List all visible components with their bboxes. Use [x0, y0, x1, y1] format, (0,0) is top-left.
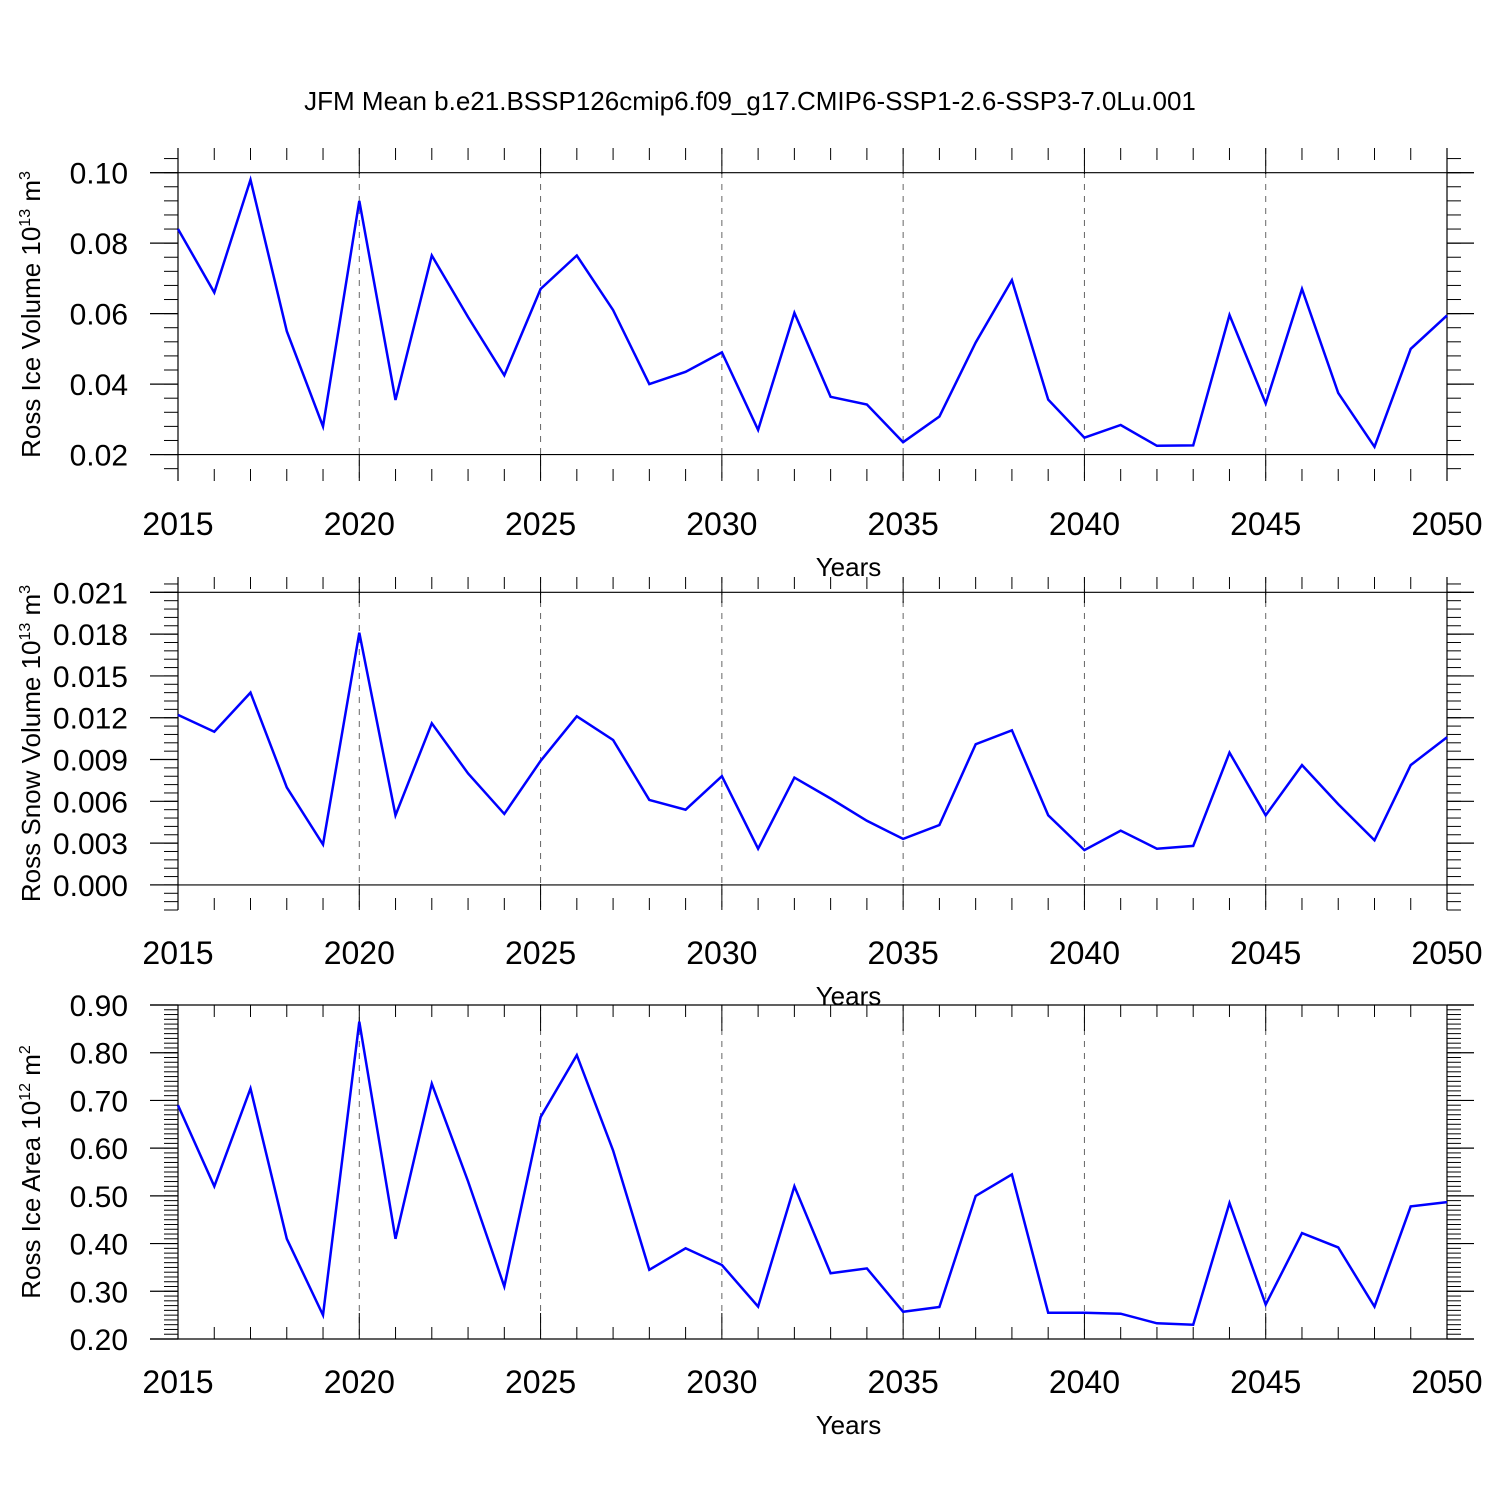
x-tick-label: 2015: [142, 935, 213, 971]
x-tick-label: 2030: [686, 506, 757, 542]
x-tick-label: 2050: [1411, 1364, 1482, 1400]
panel-2: 0.000 0.003 0.006 0.009 0.012 0.015 0.018 0.021…: [16, 577, 1483, 1011]
x-tick-label: 2020: [324, 1364, 395, 1400]
y-axis-label-part: 12: [17, 1083, 34, 1101]
y-axis-label-part: 13: [17, 209, 34, 227]
x-axis-label: Years: [816, 1410, 882, 1440]
y-tick-label: 0.50: [70, 1181, 128, 1214]
x-tick-label: 2015: [142, 506, 213, 542]
series-line: [176, 175, 1448, 450]
y-tick-label: 0.40: [70, 1229, 128, 1262]
y-axis-label-part: m: [16, 1054, 46, 1083]
x-tick-label: 2040: [1049, 1364, 1120, 1400]
y-tick-label: 0.80: [70, 1038, 128, 1071]
x-tick-label: 2050: [1411, 935, 1482, 971]
panel-3: 0.20 0.30 0.40 0.50 0.60 0.70 0.80 0.90 2015 2020…: [16, 990, 1483, 1440]
chart-title: JFM Mean b.e21.BSSP126cmip6.f09_g17.CMIP…: [304, 86, 1196, 116]
x-tick-label: 2035: [868, 506, 939, 542]
y-tick-label: 0.018: [53, 619, 128, 652]
x-tick-label: 2040: [1049, 935, 1120, 971]
y-tick-label: 0.08: [70, 228, 128, 261]
y-axis-label: Ross Snow Volume 1013 m3: [16, 585, 46, 902]
y-tick-label: 0.02: [70, 440, 128, 473]
y-tick-label: 0.60: [70, 1133, 128, 1166]
y-axis-label: Ross Ice Area 1012 m2: [16, 1045, 46, 1299]
y-tick-label: 0.06: [70, 299, 128, 332]
x-tick-label: 2020: [324, 935, 395, 971]
x-tick-label: 2045: [1230, 1364, 1301, 1400]
panel-1: 0.02 0.04 0.06 0.08 0.10 2015 2020 2025 2030 2035…: [16, 148, 1483, 582]
x-tick-label: 2040: [1049, 506, 1120, 542]
y-axis-label-part: Ross Snow Volume 10: [16, 641, 46, 903]
x-tick-label: 2025: [505, 506, 576, 542]
x-tick-label: 2025: [505, 1364, 576, 1400]
x-tick-label: 2045: [1230, 935, 1301, 971]
y-tick-label: 0.90: [70, 990, 128, 1023]
y-tick-label: 0.009: [53, 745, 128, 778]
x-tick-label: 2035: [868, 935, 939, 971]
y-tick-label: 0.006: [53, 786, 128, 819]
series-line: [176, 1021, 1448, 1326]
y-axis-label-part: 3: [17, 585, 34, 594]
y-tick-label: 0.015: [53, 661, 128, 694]
y-axis-label-part: 13: [17, 623, 34, 641]
y-tick-label: 0.012: [53, 703, 128, 736]
x-tick-label: 2030: [686, 1364, 757, 1400]
x-tick-label: 2035: [868, 1364, 939, 1400]
y-tick-label: 0.021: [53, 577, 128, 610]
x-tick-label: 2025: [505, 935, 576, 971]
x-tick-label: 2015: [142, 1364, 213, 1400]
y-axis-label: Ross Ice Volume 1013 m3: [16, 171, 46, 458]
y-tick-label: 0.003: [53, 828, 128, 861]
y-axis-label-part: Ross Ice Area 10: [16, 1101, 46, 1299]
y-axis-label-part: m: [16, 594, 46, 623]
x-tick-label: 2050: [1411, 506, 1482, 542]
x-tick-label: 2045: [1230, 506, 1301, 542]
y-axis-label-part: 2: [17, 1045, 34, 1054]
y-tick-label: 0.000: [53, 870, 128, 903]
x-axis-label: Years: [816, 552, 882, 582]
y-axis-label-part: m: [16, 180, 46, 209]
series-line: [177, 632, 1448, 852]
y-tick-label: 0.70: [70, 1085, 128, 1118]
x-tick-label: 2020: [324, 506, 395, 542]
y-tick-label: 0.20: [70, 1324, 128, 1357]
y-tick-label: 0.04: [70, 369, 128, 402]
y-tick-label: 0.30: [70, 1276, 128, 1309]
y-axis-label-part: Ross Ice Volume 10: [16, 227, 46, 458]
y-axis-label-part: 3: [17, 171, 34, 180]
x-tick-label: 2030: [686, 935, 757, 971]
y-tick-label: 0.10: [70, 158, 128, 191]
x-axis-label: Years: [816, 981, 882, 1011]
